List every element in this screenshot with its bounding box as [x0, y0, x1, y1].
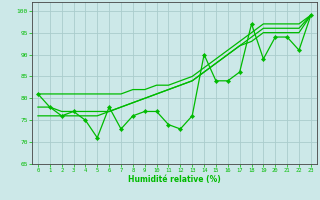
- X-axis label: Humidité relative (%): Humidité relative (%): [128, 175, 221, 184]
